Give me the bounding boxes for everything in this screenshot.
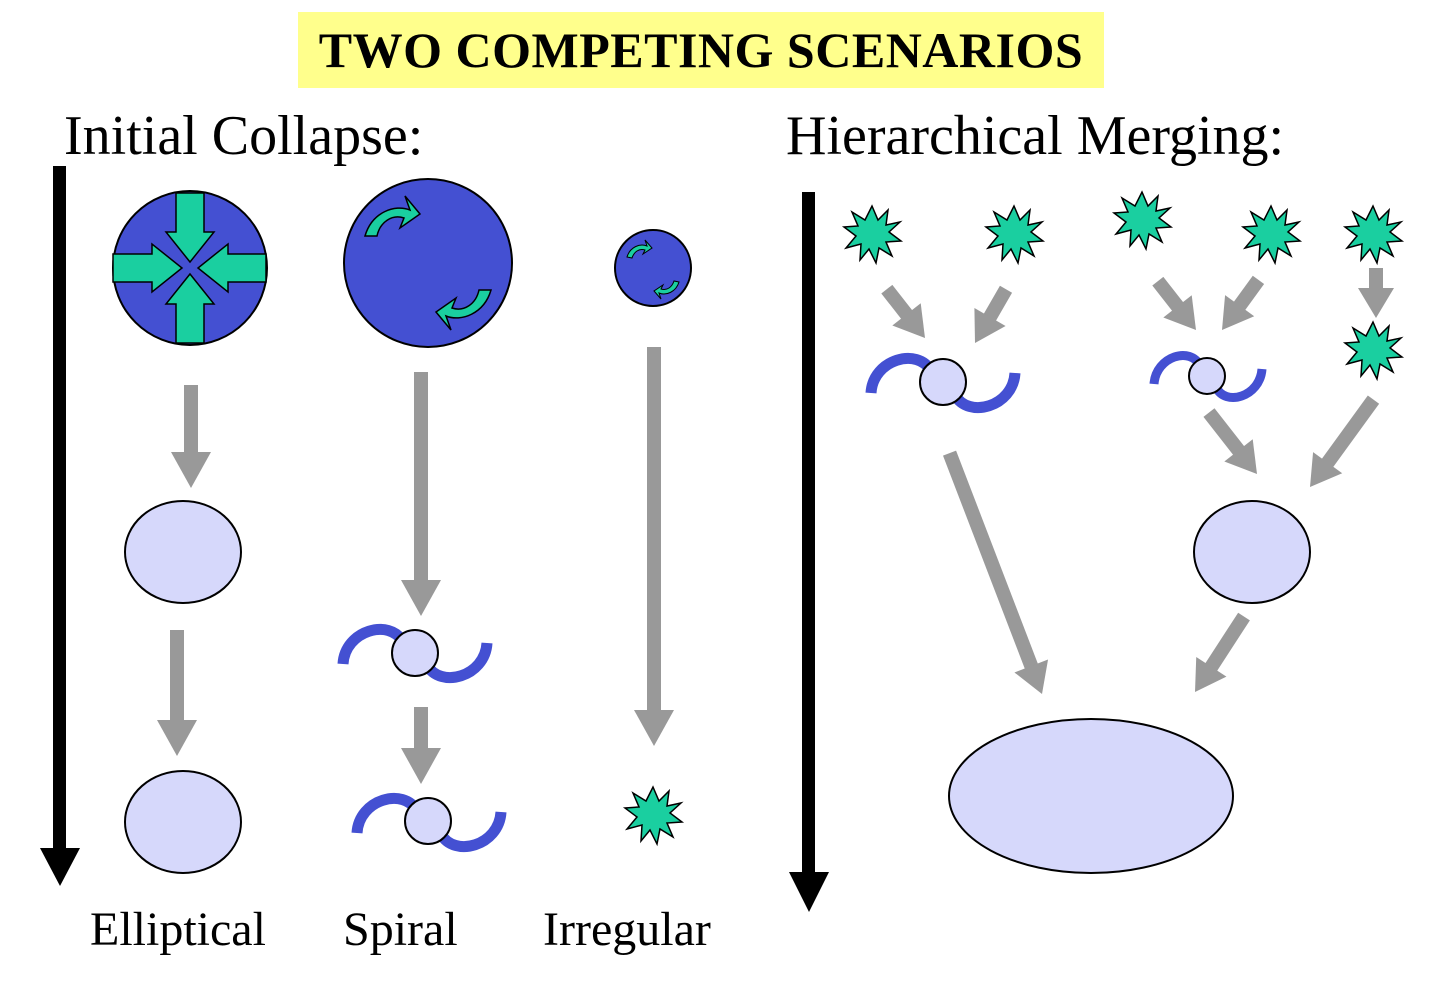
merge-arrow — [1203, 408, 1257, 474]
merge-arrow — [881, 284, 925, 338]
title: TWO COMPETING SCENARIOS — [318, 22, 1084, 78]
time-arrow-left — [40, 166, 80, 886]
starburst-icon — [624, 786, 683, 845]
spiral-galaxy-icon — [865, 352, 1021, 414]
spiral-galaxy-icon — [337, 623, 493, 684]
merge-arrow — [1310, 395, 1380, 487]
arrow-spiral-1 — [401, 372, 441, 616]
elliptical-galaxy-icon — [124, 770, 242, 874]
large-elliptical-galaxy-icon — [948, 718, 1234, 874]
gray-arrows-left — [157, 347, 674, 784]
merge-arrow — [943, 450, 1049, 694]
arrow-elliptical-2 — [157, 630, 197, 756]
starburst-icon — [1344, 205, 1403, 264]
arrow-spiral-2 — [401, 707, 441, 784]
starburst-icon — [985, 205, 1044, 264]
merge-arrow — [1358, 268, 1394, 318]
label-irregular: Irregular — [543, 903, 711, 956]
heading-hierarchical-merging: Hierarchical Merging: — [786, 105, 1285, 167]
merge-arrow — [1195, 612, 1250, 692]
gray-arrows-right — [881, 268, 1394, 694]
elliptical-galaxy-icon — [1193, 500, 1311, 604]
label-spiral: Spiral — [343, 903, 458, 956]
spiral-galaxy-icon — [351, 792, 507, 853]
arrow-elliptical-1 — [171, 385, 211, 488]
merge-arrow — [1152, 276, 1196, 330]
collapse-arrows-icon — [112, 190, 268, 346]
small-rotating-cloud — [614, 229, 692, 307]
spiral-galaxy-icon — [1149, 351, 1267, 402]
starburst-icon — [843, 205, 902, 264]
merge-arrow — [1222, 275, 1265, 330]
time-arrow-right — [789, 192, 829, 912]
title-banner: TWO COMPETING SCENARIOS — [298, 12, 1104, 88]
starburst-icon — [1113, 191, 1172, 250]
elliptical-galaxy-icon — [124, 500, 242, 604]
starburst-icon — [1344, 321, 1403, 380]
heading-initial-collapse: Initial Collapse: — [64, 105, 424, 167]
label-elliptical: Elliptical — [90, 903, 266, 956]
arrow-irregular — [634, 347, 674, 746]
rotation-arrows-icon — [343, 178, 513, 348]
merge-arrow — [974, 285, 1013, 343]
starburst-icon — [1242, 205, 1301, 264]
